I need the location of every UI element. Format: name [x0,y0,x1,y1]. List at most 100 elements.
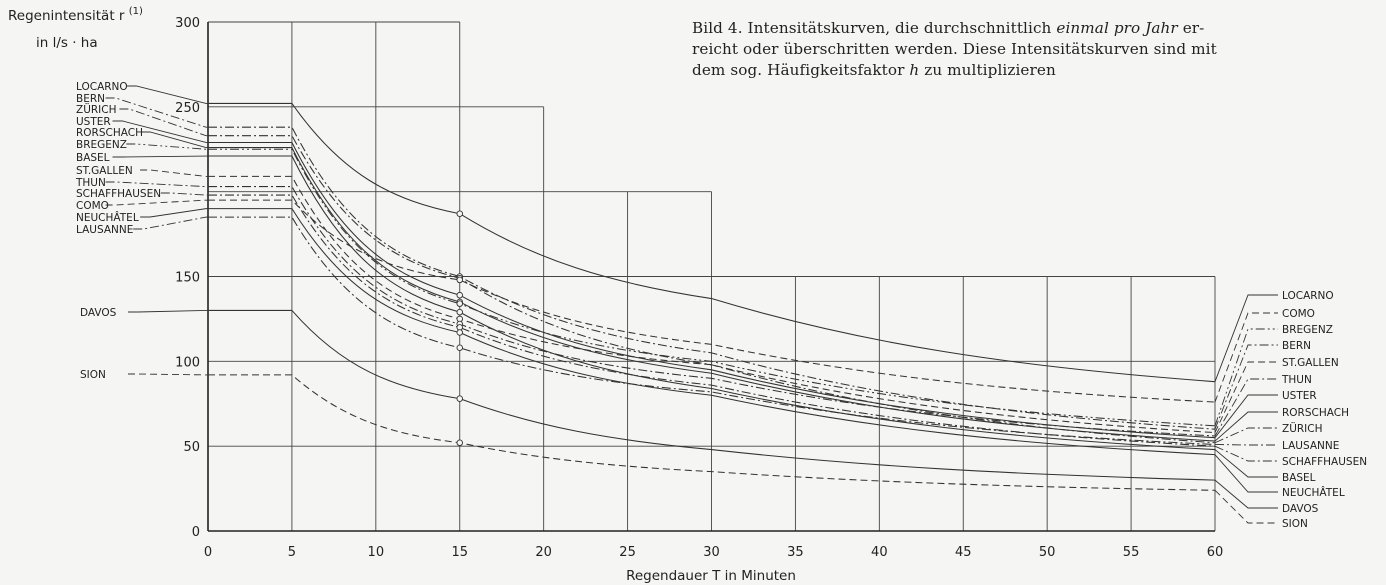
x-tick-label: 10 [368,545,385,560]
y-tick-label: 250 [175,101,200,116]
label-leader-left [133,216,208,230]
series-label-right: LAUSANNE [1282,440,1339,452]
x-tick-label: 25 [619,545,636,560]
chart-series [208,102,1216,491]
series-marker [456,439,464,447]
series-marker [456,210,464,217]
label-leader-right [1214,444,1278,446]
x-tick-label: 15 [451,545,468,560]
y-axis-label-superscript: (1) [129,6,143,17]
series-label-right: BASEL [1282,472,1316,484]
label-leader-right [1214,328,1278,426]
series-label-left: SCHAFFHAUSEN [76,188,161,200]
x-axis-label: Regendauer T in Minuten [626,568,796,584]
series-label-right: USTER [1282,390,1317,402]
series-label-left: LOCARNO [76,81,128,93]
label-leader-right [1214,445,1278,462]
series-label-left: THUN [75,177,106,189]
figure-caption: Bild 4. Intensitätskurven, die durchschn… [692,18,1378,81]
series-label-left: ZÜRICH [76,103,117,116]
label-leader-right [1214,489,1278,524]
y-tick-label: 0 [192,525,200,540]
series-marker [456,308,464,316]
series-label-right: SCHAFFHAUSEN [1282,456,1367,468]
series-marker [456,291,464,299]
series-label-right: ZÜRICH [1282,422,1323,435]
series-line [208,102,1216,383]
label-leader-right [1214,394,1278,438]
label-leader-left [112,155,208,158]
series-line [208,216,1216,445]
series-line [208,175,1216,434]
y-tick-label: 100 [175,355,200,370]
label-leader-left [140,208,208,218]
series-line [208,141,1216,439]
label-leader-left [126,143,208,150]
series-label-left: NEUCHÂTEL [76,211,139,224]
caption-line-1: Bild 4. Intensitätskurven, die durchschn… [692,18,1378,39]
x-tick-label: 55 [1123,545,1140,560]
series-label-right: LOCARNO [1282,290,1334,302]
caption-emphasis: einmal pro Jahr [1056,19,1178,37]
series-line [208,155,1216,451]
series-line [208,374,1216,491]
series-line [208,135,1216,444]
x-tick-label: 0 [204,545,212,560]
label-leader-left [119,108,208,137]
label-leader-right [1214,378,1278,437]
series-line [208,186,1216,437]
caption-text: zu multiplizieren [919,61,1056,79]
x-tick-label: 35 [787,545,804,560]
label-leader-right [1214,411,1278,442]
label-leader-right [1214,361,1278,433]
caption-line-2: reicht oder überschritten werden. Diese … [692,40,1217,58]
x-tick-label: 20 [535,545,552,560]
label-leader-left [105,181,208,188]
series-label-left: BERN [76,93,105,105]
chart-labels: LOCARNOBERNZÜRICHUSTERRORSCHACHBREGENZBA… [75,81,1367,530]
series-label-left: ST.GALLEN [76,165,133,177]
series-label-left: BASEL [76,152,110,164]
label-leader-left [126,85,208,104]
series-label-right: COMO [1282,308,1315,320]
label-leader-left [140,131,208,149]
label-leader-right [1214,449,1278,478]
series-line [208,194,1216,447]
label-leader-right [1214,294,1278,382]
series-marker [456,395,464,402]
x-tick-label: 30 [703,545,720,560]
series-label-right: BREGENZ [1282,324,1333,336]
caption-text: Bild 4. Intensitätskurven, die durchschn… [692,19,1057,37]
caption-text: dem sog. Häufigkeitsfaktor [692,61,910,79]
label-leader-right [1214,427,1278,444]
series-label-left: COMO [76,200,109,212]
series-label-right: THUN [1281,374,1312,386]
label-leader-left [105,199,208,206]
label-leader-left [112,120,208,143]
x-tick-label: 40 [871,545,888,560]
series-label-left: DAVOS [80,307,117,319]
series-label-left: BREGENZ [76,139,127,151]
caption-emphasis: h [909,61,920,79]
chart-axes: 0 5 10 15 20 25 30 35 40 45 50 55 60 0 50 100 150 250 300 [175,16,1223,560]
series-label-right: NEUCHÂTEL [1282,486,1345,499]
label-leader-right [1214,344,1278,430]
caption-line-3: dem sog. Häufigkeitsfaktor h zu multipli… [692,60,1378,81]
y-axis-label-line1: Regenintensität r [8,8,125,24]
x-tick-label: 60 [1207,545,1224,560]
label-leader-right [1214,454,1278,493]
label-leader-left [160,192,208,196]
series-label-left: SION [80,369,106,381]
label-leader-left [105,97,208,128]
series-label-left: USTER [76,116,111,128]
label-leader-right [1214,312,1278,403]
chart-grid [208,21,1216,531]
series-line [208,148,1216,427]
y-axis-label-units: in l/s · ha [36,35,98,51]
label-leader-right [1214,479,1278,509]
y-axis-label: Regenintensität r (1) [8,6,143,24]
series-label-right: BERN [1282,340,1311,352]
label-leader-left [140,169,208,177]
caption-text: er- [1177,19,1205,37]
